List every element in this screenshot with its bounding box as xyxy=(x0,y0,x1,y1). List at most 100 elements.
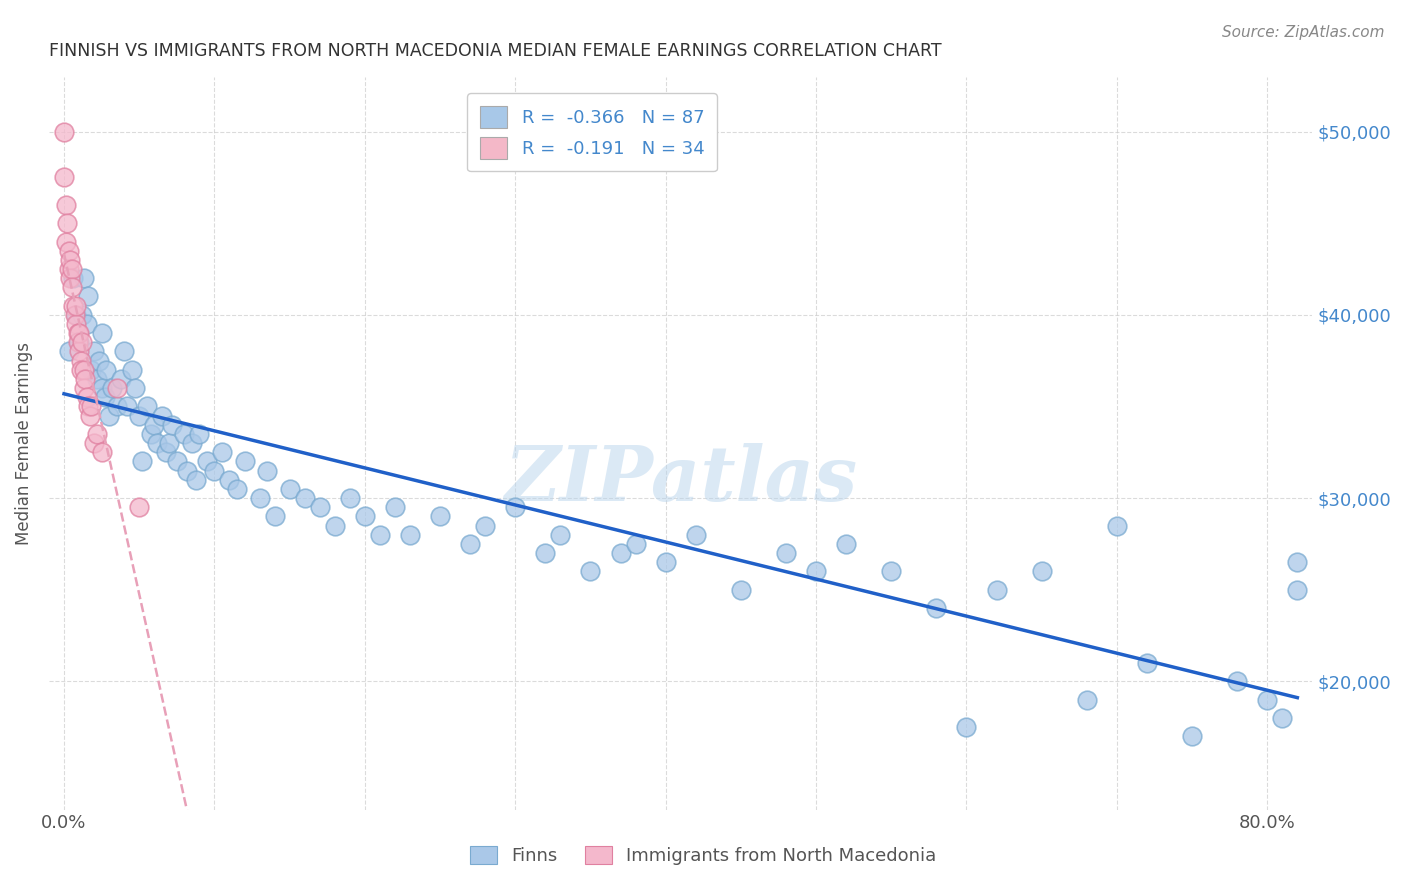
Point xyxy=(384,500,406,515)
Point xyxy=(53,170,76,185)
Point xyxy=(339,491,361,505)
Point xyxy=(58,344,80,359)
Point xyxy=(124,381,146,395)
Point xyxy=(76,317,98,331)
Point xyxy=(65,317,87,331)
Point xyxy=(955,720,977,734)
Point xyxy=(143,417,166,432)
Point xyxy=(69,353,91,368)
Point xyxy=(323,518,346,533)
Point xyxy=(105,400,128,414)
Point xyxy=(195,454,218,468)
Legend: Finns, Immigrants from North Macedonia: Finns, Immigrants from North Macedonia xyxy=(461,837,945,874)
Point xyxy=(90,326,112,340)
Point xyxy=(1076,692,1098,706)
Point xyxy=(249,491,271,505)
Point xyxy=(80,400,103,414)
Point xyxy=(58,262,80,277)
Point xyxy=(308,500,330,515)
Point xyxy=(63,308,86,322)
Point xyxy=(150,409,173,423)
Point xyxy=(62,299,84,313)
Point xyxy=(59,271,82,285)
Point xyxy=(226,482,249,496)
Point xyxy=(87,353,110,368)
Point xyxy=(624,537,647,551)
Point xyxy=(70,335,93,350)
Point xyxy=(211,445,233,459)
Point xyxy=(166,454,188,468)
Point xyxy=(93,390,115,404)
Point xyxy=(162,417,184,432)
Point xyxy=(69,363,91,377)
Point xyxy=(146,436,169,450)
Point xyxy=(67,326,90,340)
Point xyxy=(804,565,827,579)
Point xyxy=(83,344,105,359)
Point xyxy=(503,500,526,515)
Point xyxy=(1286,555,1309,569)
Point xyxy=(110,372,132,386)
Point xyxy=(131,454,153,468)
Point xyxy=(98,409,121,423)
Point xyxy=(105,381,128,395)
Point xyxy=(880,565,903,579)
Point xyxy=(1226,674,1249,689)
Point xyxy=(1181,729,1204,743)
Point xyxy=(94,363,117,377)
Point xyxy=(128,409,150,423)
Point xyxy=(77,289,100,303)
Point xyxy=(128,500,150,515)
Point xyxy=(256,464,278,478)
Point xyxy=(204,464,226,478)
Point xyxy=(609,546,631,560)
Point xyxy=(775,546,797,560)
Point xyxy=(67,335,90,350)
Point xyxy=(101,381,124,395)
Point xyxy=(835,537,858,551)
Point xyxy=(534,546,557,560)
Point xyxy=(1256,692,1278,706)
Point xyxy=(135,400,157,414)
Point xyxy=(1105,518,1128,533)
Point xyxy=(72,363,94,377)
Point xyxy=(141,426,163,441)
Point xyxy=(83,436,105,450)
Point xyxy=(72,381,94,395)
Point xyxy=(66,335,89,350)
Point xyxy=(180,436,202,450)
Point xyxy=(79,409,101,423)
Point xyxy=(1271,711,1294,725)
Point xyxy=(186,473,208,487)
Point xyxy=(86,372,108,386)
Text: ZIPatlas: ZIPatlas xyxy=(505,442,858,516)
Point xyxy=(53,124,76,138)
Point xyxy=(429,509,451,524)
Point xyxy=(353,509,375,524)
Point xyxy=(155,445,177,459)
Point xyxy=(188,426,211,441)
Point xyxy=(58,244,80,258)
Point xyxy=(218,473,240,487)
Point xyxy=(66,326,89,340)
Point xyxy=(67,344,90,359)
Text: Source: ZipAtlas.com: Source: ZipAtlas.com xyxy=(1222,25,1385,40)
Point xyxy=(55,235,77,249)
Point xyxy=(86,426,108,441)
Y-axis label: Median Female Earnings: Median Female Earnings xyxy=(15,342,32,545)
Point xyxy=(72,271,94,285)
Point xyxy=(60,262,83,277)
Point xyxy=(1136,656,1159,670)
Point xyxy=(1031,565,1053,579)
Text: FINNISH VS IMMIGRANTS FROM NORTH MACEDONIA MEDIAN FEMALE EARNINGS CORRELATION CH: FINNISH VS IMMIGRANTS FROM NORTH MACEDON… xyxy=(49,42,942,60)
Point xyxy=(80,363,103,377)
Point xyxy=(278,482,301,496)
Point xyxy=(62,271,84,285)
Point xyxy=(157,436,180,450)
Point xyxy=(685,527,707,541)
Point xyxy=(76,390,98,404)
Legend: R =  -0.366   N = 87, R =  -0.191   N = 34: R = -0.366 N = 87, R = -0.191 N = 34 xyxy=(467,93,717,171)
Point xyxy=(65,308,87,322)
Point xyxy=(77,400,100,414)
Point xyxy=(233,454,256,468)
